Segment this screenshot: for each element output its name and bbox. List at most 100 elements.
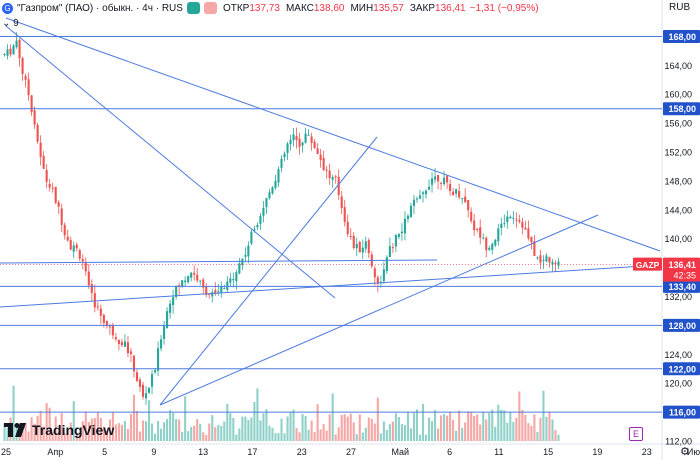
candle-body	[485, 237, 488, 251]
volume-bar	[440, 415, 443, 441]
candle-body	[39, 142, 42, 157]
volume-bar	[99, 417, 102, 441]
candle-body	[163, 326, 166, 339]
candle-body	[265, 198, 268, 208]
volume-bar	[253, 401, 256, 441]
earnings-event-badge[interactable]: E	[629, 427, 643, 441]
volume-bar	[187, 431, 190, 441]
candle-body	[298, 138, 301, 147]
volume-bar	[247, 419, 250, 441]
candle-body	[437, 174, 440, 182]
volume-bar	[181, 431, 184, 441]
volume-bar	[539, 417, 542, 441]
volume-bar	[319, 429, 322, 441]
candle-body	[262, 207, 265, 216]
volume-bar	[494, 426, 497, 441]
volume-legend[interactable]: ⌄ 9	[2, 18, 19, 29]
candle-body	[301, 142, 304, 146]
trendline	[0, 259, 438, 264]
volume-bar	[455, 430, 458, 441]
candle-body	[229, 278, 232, 283]
candle-body	[536, 257, 539, 259]
volume-bar	[430, 421, 434, 441]
candle-body	[99, 308, 102, 316]
candle-body	[247, 245, 250, 257]
volume-bar	[220, 426, 223, 441]
candle-body	[6, 49, 9, 56]
candle-body	[458, 190, 461, 198]
volume-bar	[482, 411, 485, 441]
candle-body	[21, 58, 24, 75]
volume-bar	[458, 410, 461, 441]
volume-bar	[403, 425, 406, 441]
candle-body	[548, 257, 551, 263]
candle-body	[542, 260, 545, 262]
volume-bar	[87, 422, 90, 441]
bar-countdown-label: 42:35	[673, 271, 696, 281]
volume-bar	[491, 409, 494, 441]
volume-bar	[542, 390, 545, 441]
candle-body	[289, 139, 292, 145]
volume-bar	[515, 417, 518, 441]
volume-bar	[229, 413, 232, 441]
candle-body	[473, 220, 476, 231]
currency-label[interactable]: RUB	[669, 2, 691, 13]
volume-bar	[421, 403, 425, 441]
candle-body	[415, 198, 419, 200]
volume-bar	[355, 434, 358, 441]
candle-body	[157, 348, 160, 371]
candle-body	[319, 154, 322, 161]
candle-body	[117, 339, 120, 344]
candle-body	[135, 372, 139, 381]
symbol-title[interactable]: "Газпром" (ПАО) · обыкн. · 4ч · RUS	[17, 2, 183, 14]
candle-body	[66, 236, 69, 241]
volume-bar	[36, 415, 39, 441]
candle-body	[132, 355, 136, 372]
time-tick-label: 27	[346, 447, 356, 457]
volume-bar	[60, 413, 63, 441]
volume-bar	[256, 388, 259, 441]
tradingview-logo[interactable]: TradingView	[4, 422, 114, 438]
price-tick-label: 164,00	[664, 61, 692, 71]
level-price-tag	[663, 318, 700, 332]
volume-bar	[102, 426, 105, 441]
candle-body	[220, 286, 223, 293]
candle-body	[196, 274, 199, 281]
last-price-tag	[663, 257, 700, 282]
volume-bar	[524, 414, 527, 441]
chevron-down-icon[interactable]: ⌄	[2, 18, 14, 29]
volume-bar	[69, 422, 72, 441]
candle-body	[304, 133, 307, 143]
price-tick-label: 112,00	[665, 437, 692, 447]
candle-body	[500, 223, 503, 229]
volume-bar	[545, 416, 548, 441]
volume-bar	[382, 421, 385, 441]
time-tick-label: 5	[102, 447, 107, 457]
volume-bar	[21, 425, 24, 441]
volume-bar	[412, 412, 416, 441]
candle-body	[412, 199, 416, 206]
candle-body	[181, 280, 184, 287]
candle-body	[241, 258, 244, 266]
volume-bar	[479, 424, 482, 441]
candle-body	[343, 207, 346, 223]
volume-bar	[30, 417, 33, 441]
trendline	[159, 136, 378, 406]
volume-bar	[373, 423, 376, 441]
market-status-icon[interactable]	[186, 2, 200, 14]
candle-body	[114, 337, 117, 340]
volume-bar	[415, 409, 419, 441]
tradingview-logo-icon	[4, 423, 26, 437]
candle-body	[33, 110, 36, 125]
gear-icon[interactable]: ⚙	[680, 446, 690, 458]
volume-bar	[298, 432, 301, 441]
compare-icon[interactable]	[203, 2, 217, 14]
candle-body	[424, 190, 428, 195]
volume-bar	[190, 426, 193, 441]
ohlc-close-label: ЗАКР	[409, 2, 436, 14]
time-tick-label: 9	[151, 447, 156, 457]
volume-bar	[277, 432, 280, 441]
volume-bar	[135, 411, 139, 441]
volume-bar	[217, 425, 220, 441]
